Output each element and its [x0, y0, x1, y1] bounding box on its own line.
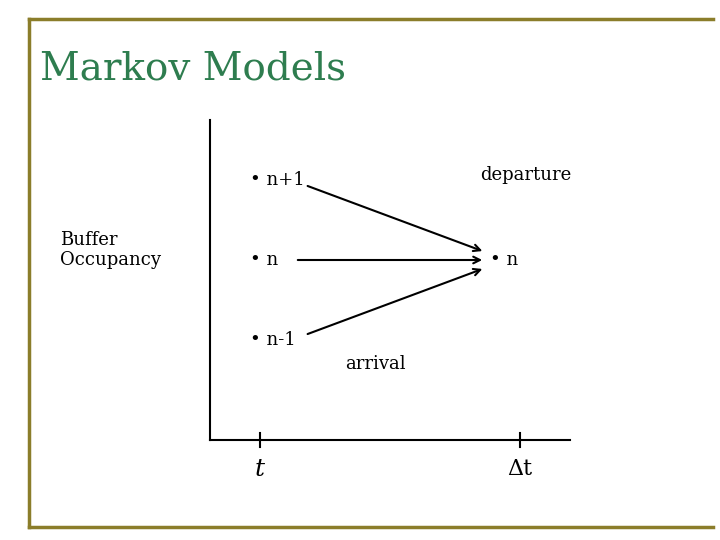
Text: departure: departure — [480, 166, 571, 184]
Text: Markov Models: Markov Models — [40, 50, 346, 87]
Text: • n+1: • n+1 — [250, 171, 305, 189]
Text: Buffer
Occupancy: Buffer Occupancy — [60, 231, 161, 269]
Text: • n-1: • n-1 — [250, 331, 296, 349]
Text: t: t — [255, 458, 265, 481]
Text: • n: • n — [250, 251, 278, 269]
Text: • n: • n — [490, 251, 518, 269]
Text: Δt: Δt — [508, 458, 533, 480]
Text: arrival: arrival — [345, 355, 405, 373]
